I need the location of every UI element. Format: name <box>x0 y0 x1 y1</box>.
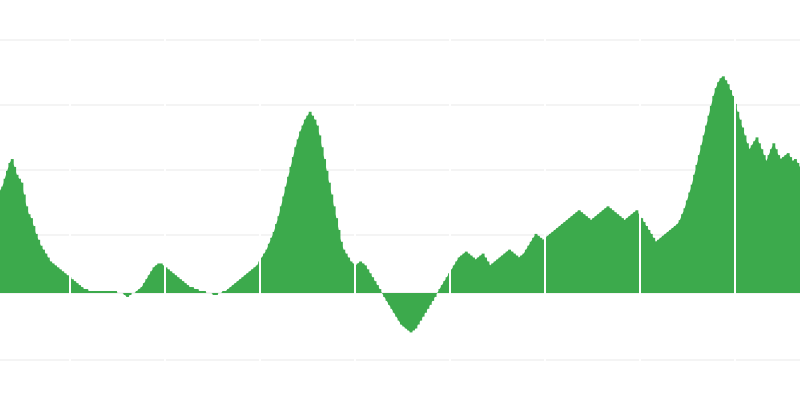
bar-segment-158 <box>378 289 381 293</box>
area-chart-svg <box>0 0 800 400</box>
chart-container <box>0 0 800 400</box>
bar-segment-90 <box>215 293 218 295</box>
separator-lines-group <box>70 0 735 400</box>
area-series-group <box>0 76 800 332</box>
bar-segment-85 <box>203 291 206 293</box>
bar-segment-181 <box>434 293 437 297</box>
bar-segment-54 <box>129 293 132 295</box>
bar-segment-48 <box>114 291 117 293</box>
